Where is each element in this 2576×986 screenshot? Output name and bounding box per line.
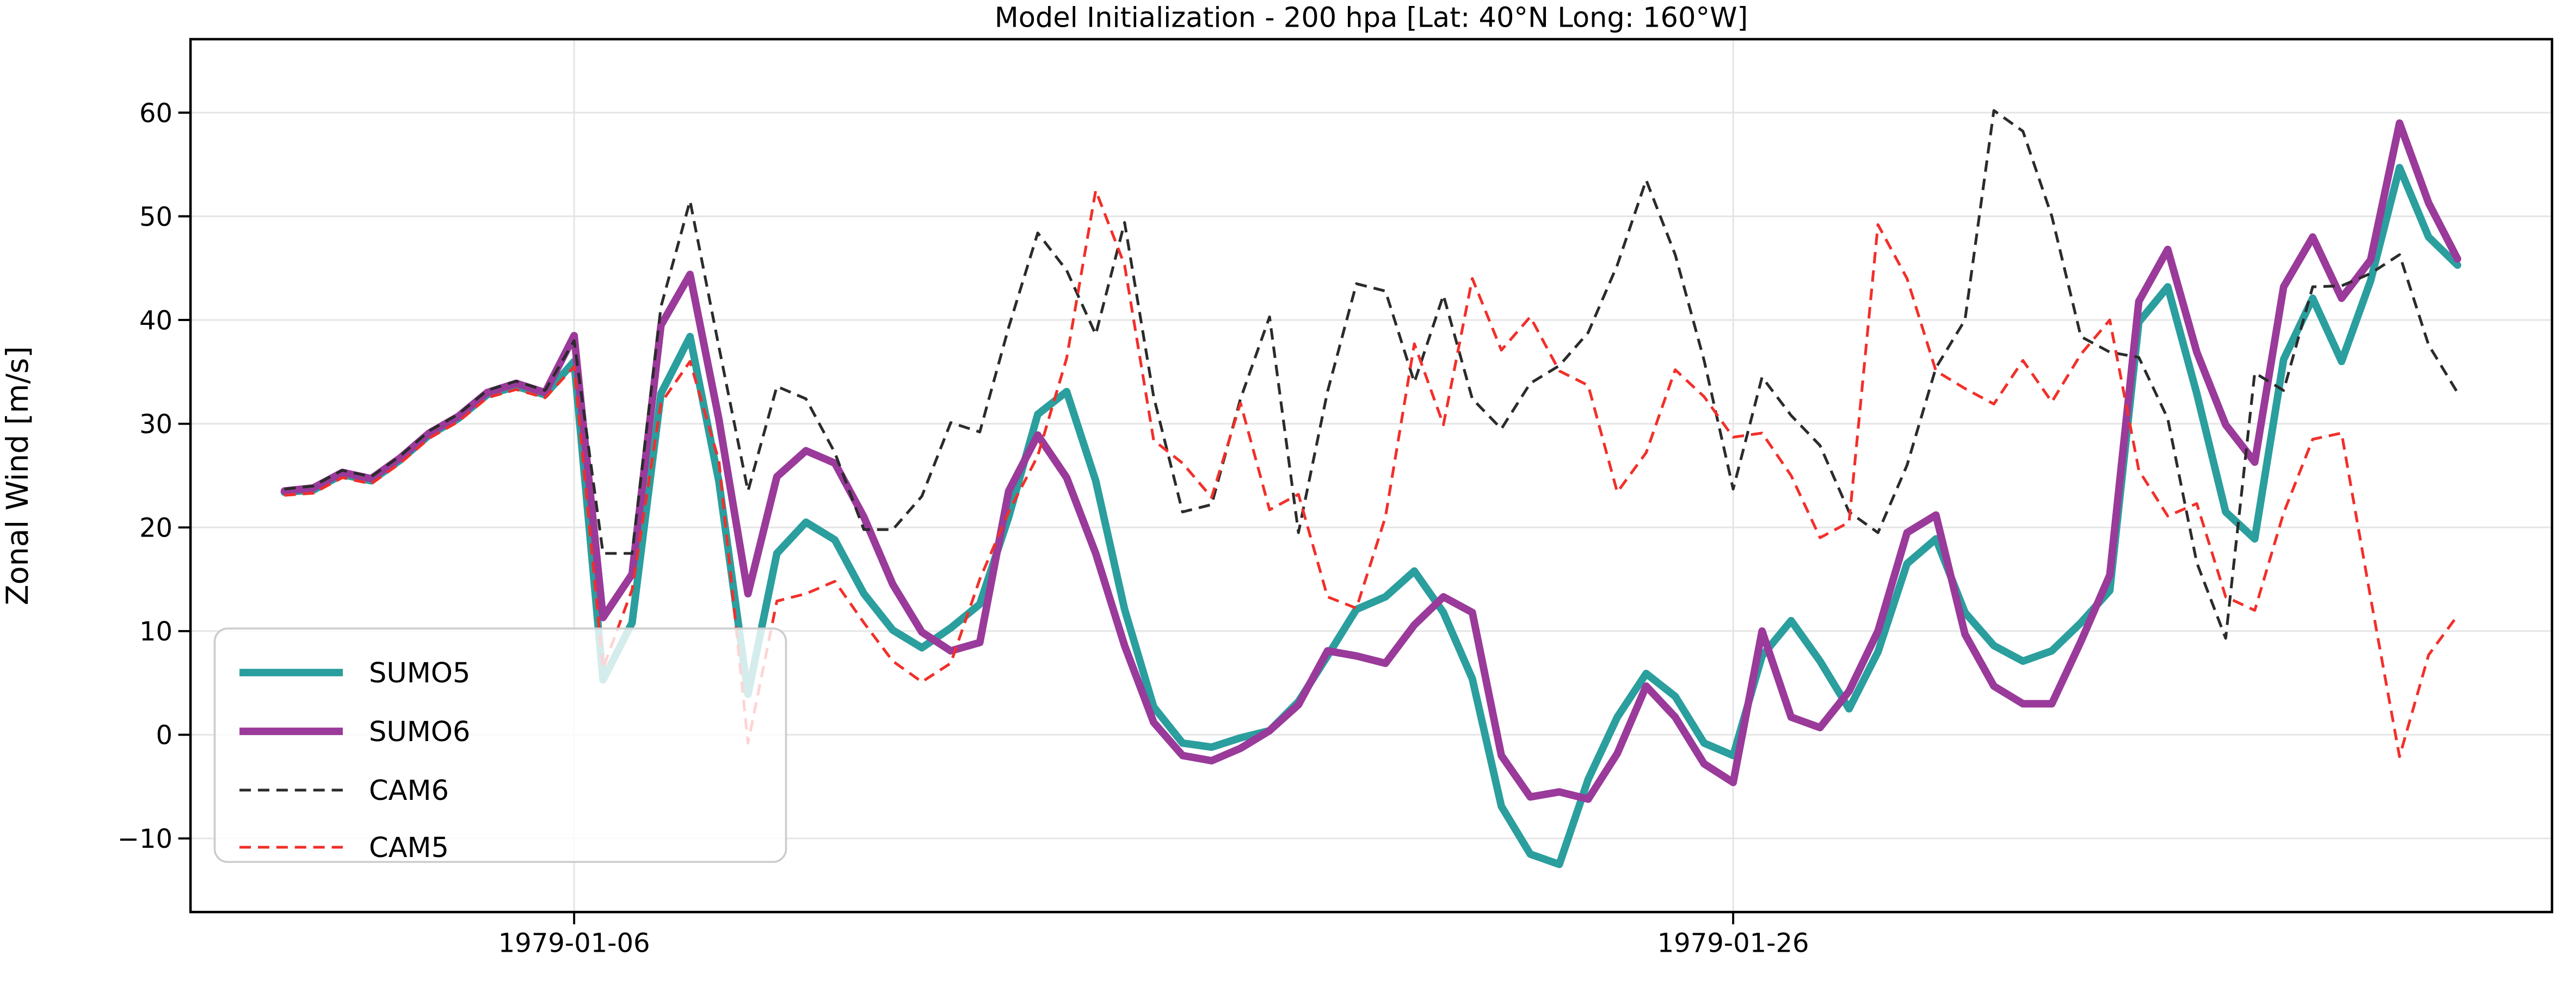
y-tick-label: 10 <box>139 617 172 647</box>
y-tick-label: 40 <box>139 305 172 336</box>
legend-label-cam6: CAM6 <box>369 775 449 807</box>
series-line-cam5 <box>284 189 2459 759</box>
y-tick-label: 20 <box>139 513 172 544</box>
y-tick-label: 50 <box>139 202 172 232</box>
axis-ticks <box>178 112 1735 925</box>
legend-item-cam6: CAM6 <box>239 775 449 807</box>
x-tick-label: 1979-01-06 <box>498 928 650 959</box>
legend-label-sumo6: SUMO6 <box>369 716 470 748</box>
legend: SUMO5 SUMO6 CAM6 CAM5 <box>213 627 787 864</box>
series-line-sumo6 <box>280 119 2462 803</box>
legend-label-sumo5: SUMO5 <box>369 657 470 689</box>
legend-box <box>213 627 787 863</box>
y-tick-label: 60 <box>139 98 172 128</box>
y-tick-label: 0 <box>156 720 173 751</box>
series-line-cam6 <box>284 109 2459 640</box>
legend-item-cam5: CAM5 <box>239 832 449 864</box>
y-tick-label: −10 <box>118 824 172 854</box>
x-tick-label: 1979-01-26 <box>1657 928 1809 959</box>
plot-frame <box>189 38 2554 914</box>
y-axis-label: Zonal Wind [m/s] <box>0 346 35 605</box>
legend-item-sumo5: SUMO5 <box>239 657 470 689</box>
legend-item-sumo6: SUMO6 <box>239 716 470 748</box>
legend-label-cam5: CAM5 <box>369 832 449 864</box>
chart-title: Model Initialization - 200 hpa [Lat: 40°… <box>995 2 1748 34</box>
y-tick-label: 30 <box>139 409 172 440</box>
